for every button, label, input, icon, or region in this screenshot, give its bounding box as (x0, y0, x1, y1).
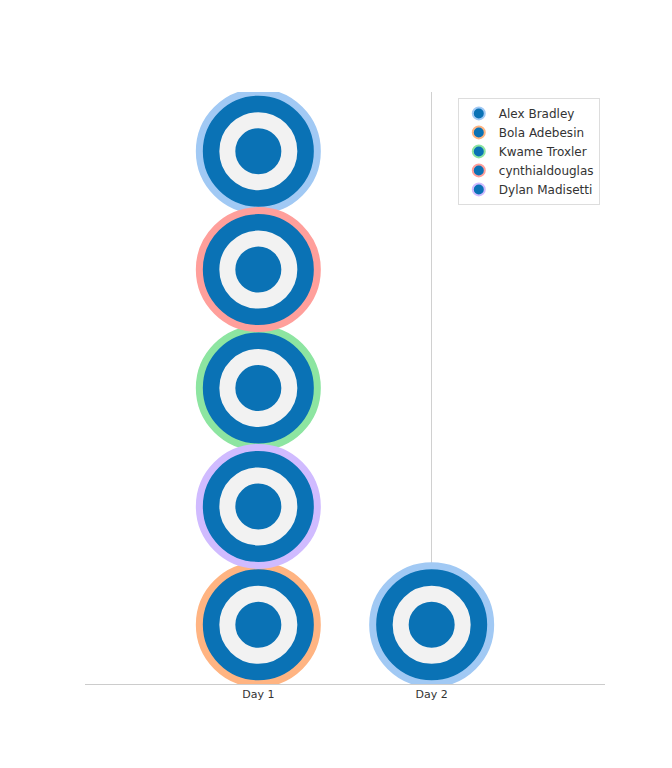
svg-text:Day 1: Day 1 (242, 688, 274, 701)
svg-text:Alex Bradley: Alex Bradley (499, 107, 575, 121)
svg-text:Kwame Troxler: Kwame Troxler (499, 145, 587, 159)
svg-text:Day 2: Day 2 (416, 688, 448, 701)
svg-text:Dylan Madisetti: Dylan Madisetti (499, 183, 593, 197)
svg-text:Bola Adebesin: Bola Adebesin (499, 126, 584, 140)
svg-text:cynthialdouglas: cynthialdouglas (499, 164, 594, 178)
